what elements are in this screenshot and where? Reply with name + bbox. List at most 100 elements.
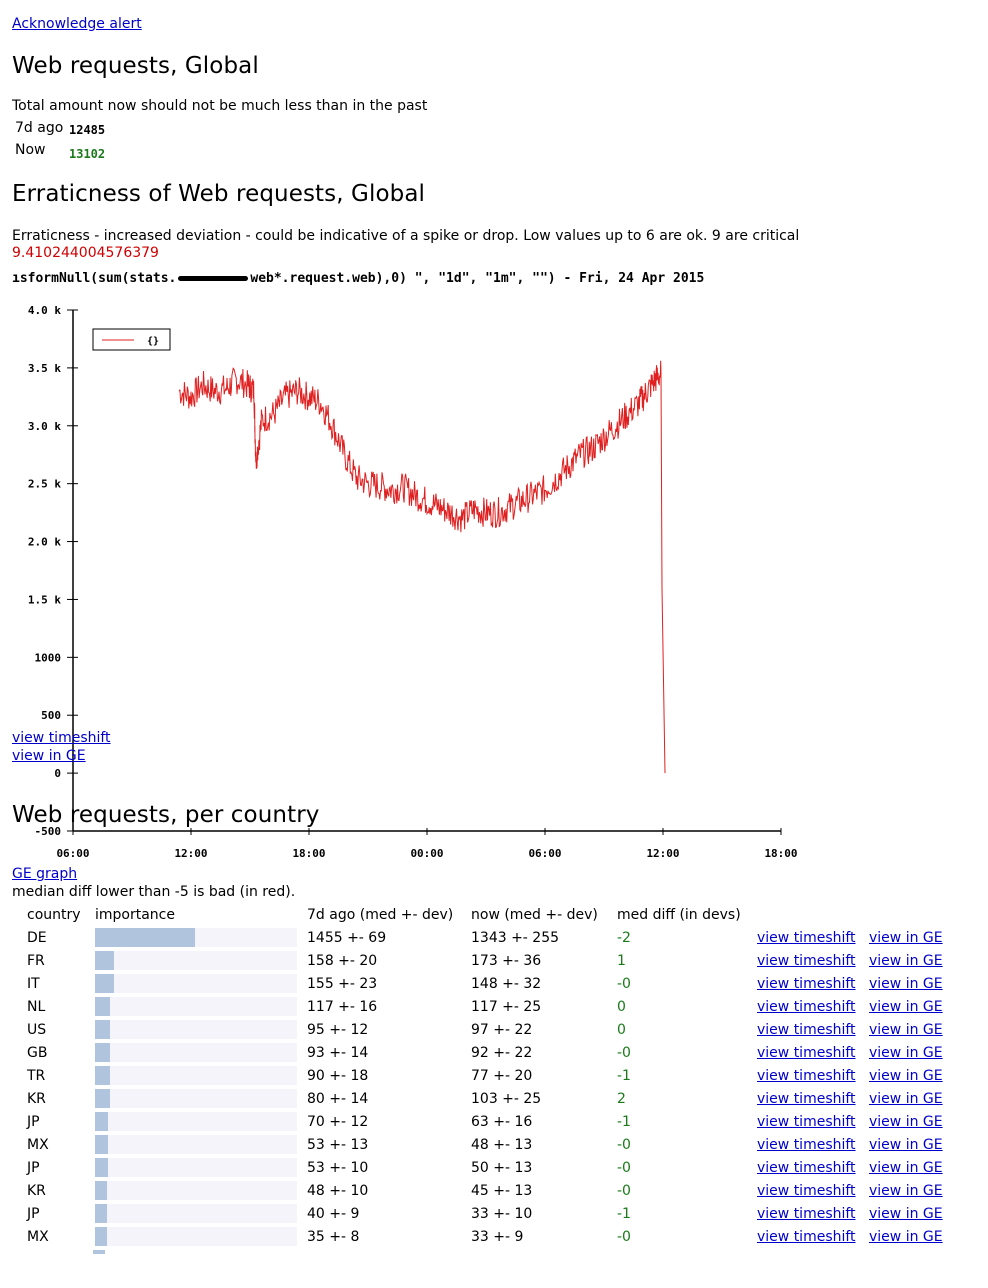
- now-cell: 92 +- 22: [471, 1044, 533, 1061]
- view-timeshift-link[interactable]: view timeshift: [757, 998, 856, 1015]
- view-timeshift-link[interactable]: view timeshift: [757, 1159, 856, 1176]
- view-in-ge-link[interactable]: view in GE: [869, 1090, 943, 1107]
- table-row: TR 90 +- 18 77 +- 20 -1 view timeshift view i…: [24, 1064, 959, 1087]
- view-timeshift-link[interactable]: view timeshift: [757, 975, 856, 992]
- view-timeshift-link[interactable]: view timeshift: [757, 1182, 856, 1199]
- row-7d-label: 7d ago: [15, 120, 64, 136]
- header-empty: [869, 904, 959, 926]
- diff-cell: 0: [617, 998, 626, 1015]
- view-in-ge-link[interactable]: view in GE: [869, 998, 943, 1015]
- ago-cell: 95 +- 12: [307, 1021, 369, 1038]
- view-in-ge-link[interactable]: view in GE: [869, 929, 943, 946]
- importance-bar-track: [95, 1227, 297, 1246]
- view-in-ge-link[interactable]: view in GE: [12, 748, 86, 764]
- ge-cell: view in GE: [869, 1202, 959, 1225]
- ge-cell: view in GE: [869, 1041, 959, 1064]
- ago-cell: 80 +- 14: [307, 1090, 369, 1107]
- importance-bar-track: [95, 1089, 297, 1108]
- importance-bar: [95, 928, 195, 947]
- y-tick-label: 2.0 k: [28, 536, 61, 549]
- diff-cell: 1: [617, 952, 626, 969]
- view-in-ge-link[interactable]: view in GE: [869, 1067, 943, 1084]
- now-cell: 103 +- 25: [471, 1090, 542, 1107]
- view-in-ge-link[interactable]: view in GE: [869, 1182, 943, 1199]
- section2-description: Erraticness - increased deviation - coul…: [12, 228, 800, 244]
- timeshift-cell: view timeshift: [757, 1018, 869, 1041]
- y-tick-label: 500: [41, 709, 61, 722]
- ge-cell: view in GE: [869, 949, 959, 972]
- ago-cell: 90 +- 18: [307, 1067, 369, 1084]
- section3-note: median diff lower than -5 is bad (in red…: [12, 884, 296, 900]
- view-in-ge-link[interactable]: view in GE: [869, 975, 943, 992]
- table-row: DE 1455 +- 69 1343 +- 255 -2 view timeshift v…: [24, 926, 959, 949]
- ago-cell: 1455 +- 69: [307, 929, 387, 946]
- table-row: FR 158 +- 20 173 +- 36 1 view timeshift view …: [24, 949, 959, 972]
- view-timeshift-link[interactable]: view timeshift: [757, 1090, 856, 1107]
- y-tick-label: 3.5 k: [28, 362, 61, 375]
- importance-bar: [95, 1158, 108, 1177]
- ago-cell: 53 +- 13: [307, 1136, 369, 1153]
- importance-bar-track: [95, 1066, 297, 1085]
- importance-bar: [95, 1020, 110, 1039]
- view-in-ge-link[interactable]: view in GE: [869, 1228, 943, 1245]
- diff-cell: -0: [617, 1136, 631, 1153]
- country-table-body: DE 1455 +- 69 1343 +- 255 -2 view timeshift v…: [24, 926, 959, 1248]
- view-timeshift-link[interactable]: view timeshift: [757, 952, 856, 969]
- ge-graph-link[interactable]: GE graph: [12, 866, 78, 882]
- importance-cell: [95, 949, 307, 972]
- acknowledge-alert-link[interactable]: Acknowledge alert: [12, 16, 142, 32]
- ge-cell: view in GE: [869, 1133, 959, 1156]
- ge-cell: view in GE: [869, 1110, 959, 1133]
- view-timeshift-link[interactable]: view timeshift: [757, 1021, 856, 1038]
- importance-bar-track: [95, 974, 297, 993]
- importance-bar-track: [95, 1112, 297, 1131]
- diff-cell: 0: [617, 1021, 626, 1038]
- ago-cell: 155 +- 23: [307, 975, 378, 992]
- diff-cell: 2: [617, 1090, 626, 1107]
- importance-bar-track: [95, 1135, 297, 1154]
- diff-cell: -0: [617, 1159, 631, 1176]
- view-timeshift-link[interactable]: view timeshift: [757, 1205, 856, 1222]
- view-in-ge-link[interactable]: view in GE: [869, 1136, 943, 1153]
- timeshift-cell: view timeshift: [757, 949, 869, 972]
- table-row: US 95 +- 12 97 +- 22 0 view timeshift view in…: [24, 1018, 959, 1041]
- ge-cell: view in GE: [869, 1225, 959, 1248]
- view-timeshift-link[interactable]: view timeshift: [757, 1136, 856, 1153]
- importance-bar: [95, 1181, 107, 1200]
- timeshift-cell: view timeshift: [757, 926, 869, 949]
- view-in-ge-link[interactable]: view in GE: [869, 1113, 943, 1130]
- header-med-diff: med diff (in devs): [617, 907, 741, 923]
- diff-cell: -0: [617, 1228, 631, 1245]
- header-now: now (med +- dev): [471, 907, 598, 923]
- diff-cell: -1: [617, 1067, 631, 1084]
- view-timeshift-link[interactable]: view timeshift: [757, 1044, 856, 1061]
- diff-cell: -2: [617, 929, 631, 946]
- country-cell: JP: [27, 1113, 40, 1130]
- view-in-ge-link[interactable]: view in GE: [869, 952, 943, 969]
- view-timeshift-link[interactable]: view timeshift: [12, 730, 111, 746]
- view-in-ge-link[interactable]: view in GE: [869, 1159, 943, 1176]
- timeshift-cell: view timeshift: [757, 1087, 869, 1110]
- country-cell: MX: [27, 1228, 49, 1245]
- view-timeshift-link[interactable]: view timeshift: [757, 1113, 856, 1130]
- y-tick-label: 4.0 k: [28, 304, 61, 317]
- y-tick-label: 3.0 k: [28, 420, 61, 433]
- header-7d-ago: 7d ago (med +- dev): [307, 907, 454, 923]
- timeshift-cell: view timeshift: [757, 1225, 869, 1248]
- x-tick-label: 00:00: [410, 847, 443, 860]
- view-in-ge-link[interactable]: view in GE: [869, 1205, 943, 1222]
- view-timeshift-link[interactable]: view timeshift: [757, 1067, 856, 1084]
- row-now-label: Now: [15, 142, 46, 158]
- view-in-ge-link[interactable]: view in GE: [869, 1044, 943, 1061]
- view-timeshift-link[interactable]: view timeshift: [757, 1228, 856, 1245]
- importance-bar: [95, 1112, 108, 1131]
- now-cell: 33 +- 9: [471, 1228, 524, 1245]
- diff-cell: -0: [617, 1044, 631, 1061]
- view-timeshift-link[interactable]: view timeshift: [757, 929, 856, 946]
- importance-bar: [95, 1043, 110, 1062]
- view-in-ge-link[interactable]: view in GE: [869, 1021, 943, 1038]
- now-cell: 33 +- 10: [471, 1205, 533, 1222]
- importance-bar-track: [95, 928, 297, 947]
- ge-cell: view in GE: [869, 972, 959, 995]
- importance-bar-track: [95, 1158, 297, 1177]
